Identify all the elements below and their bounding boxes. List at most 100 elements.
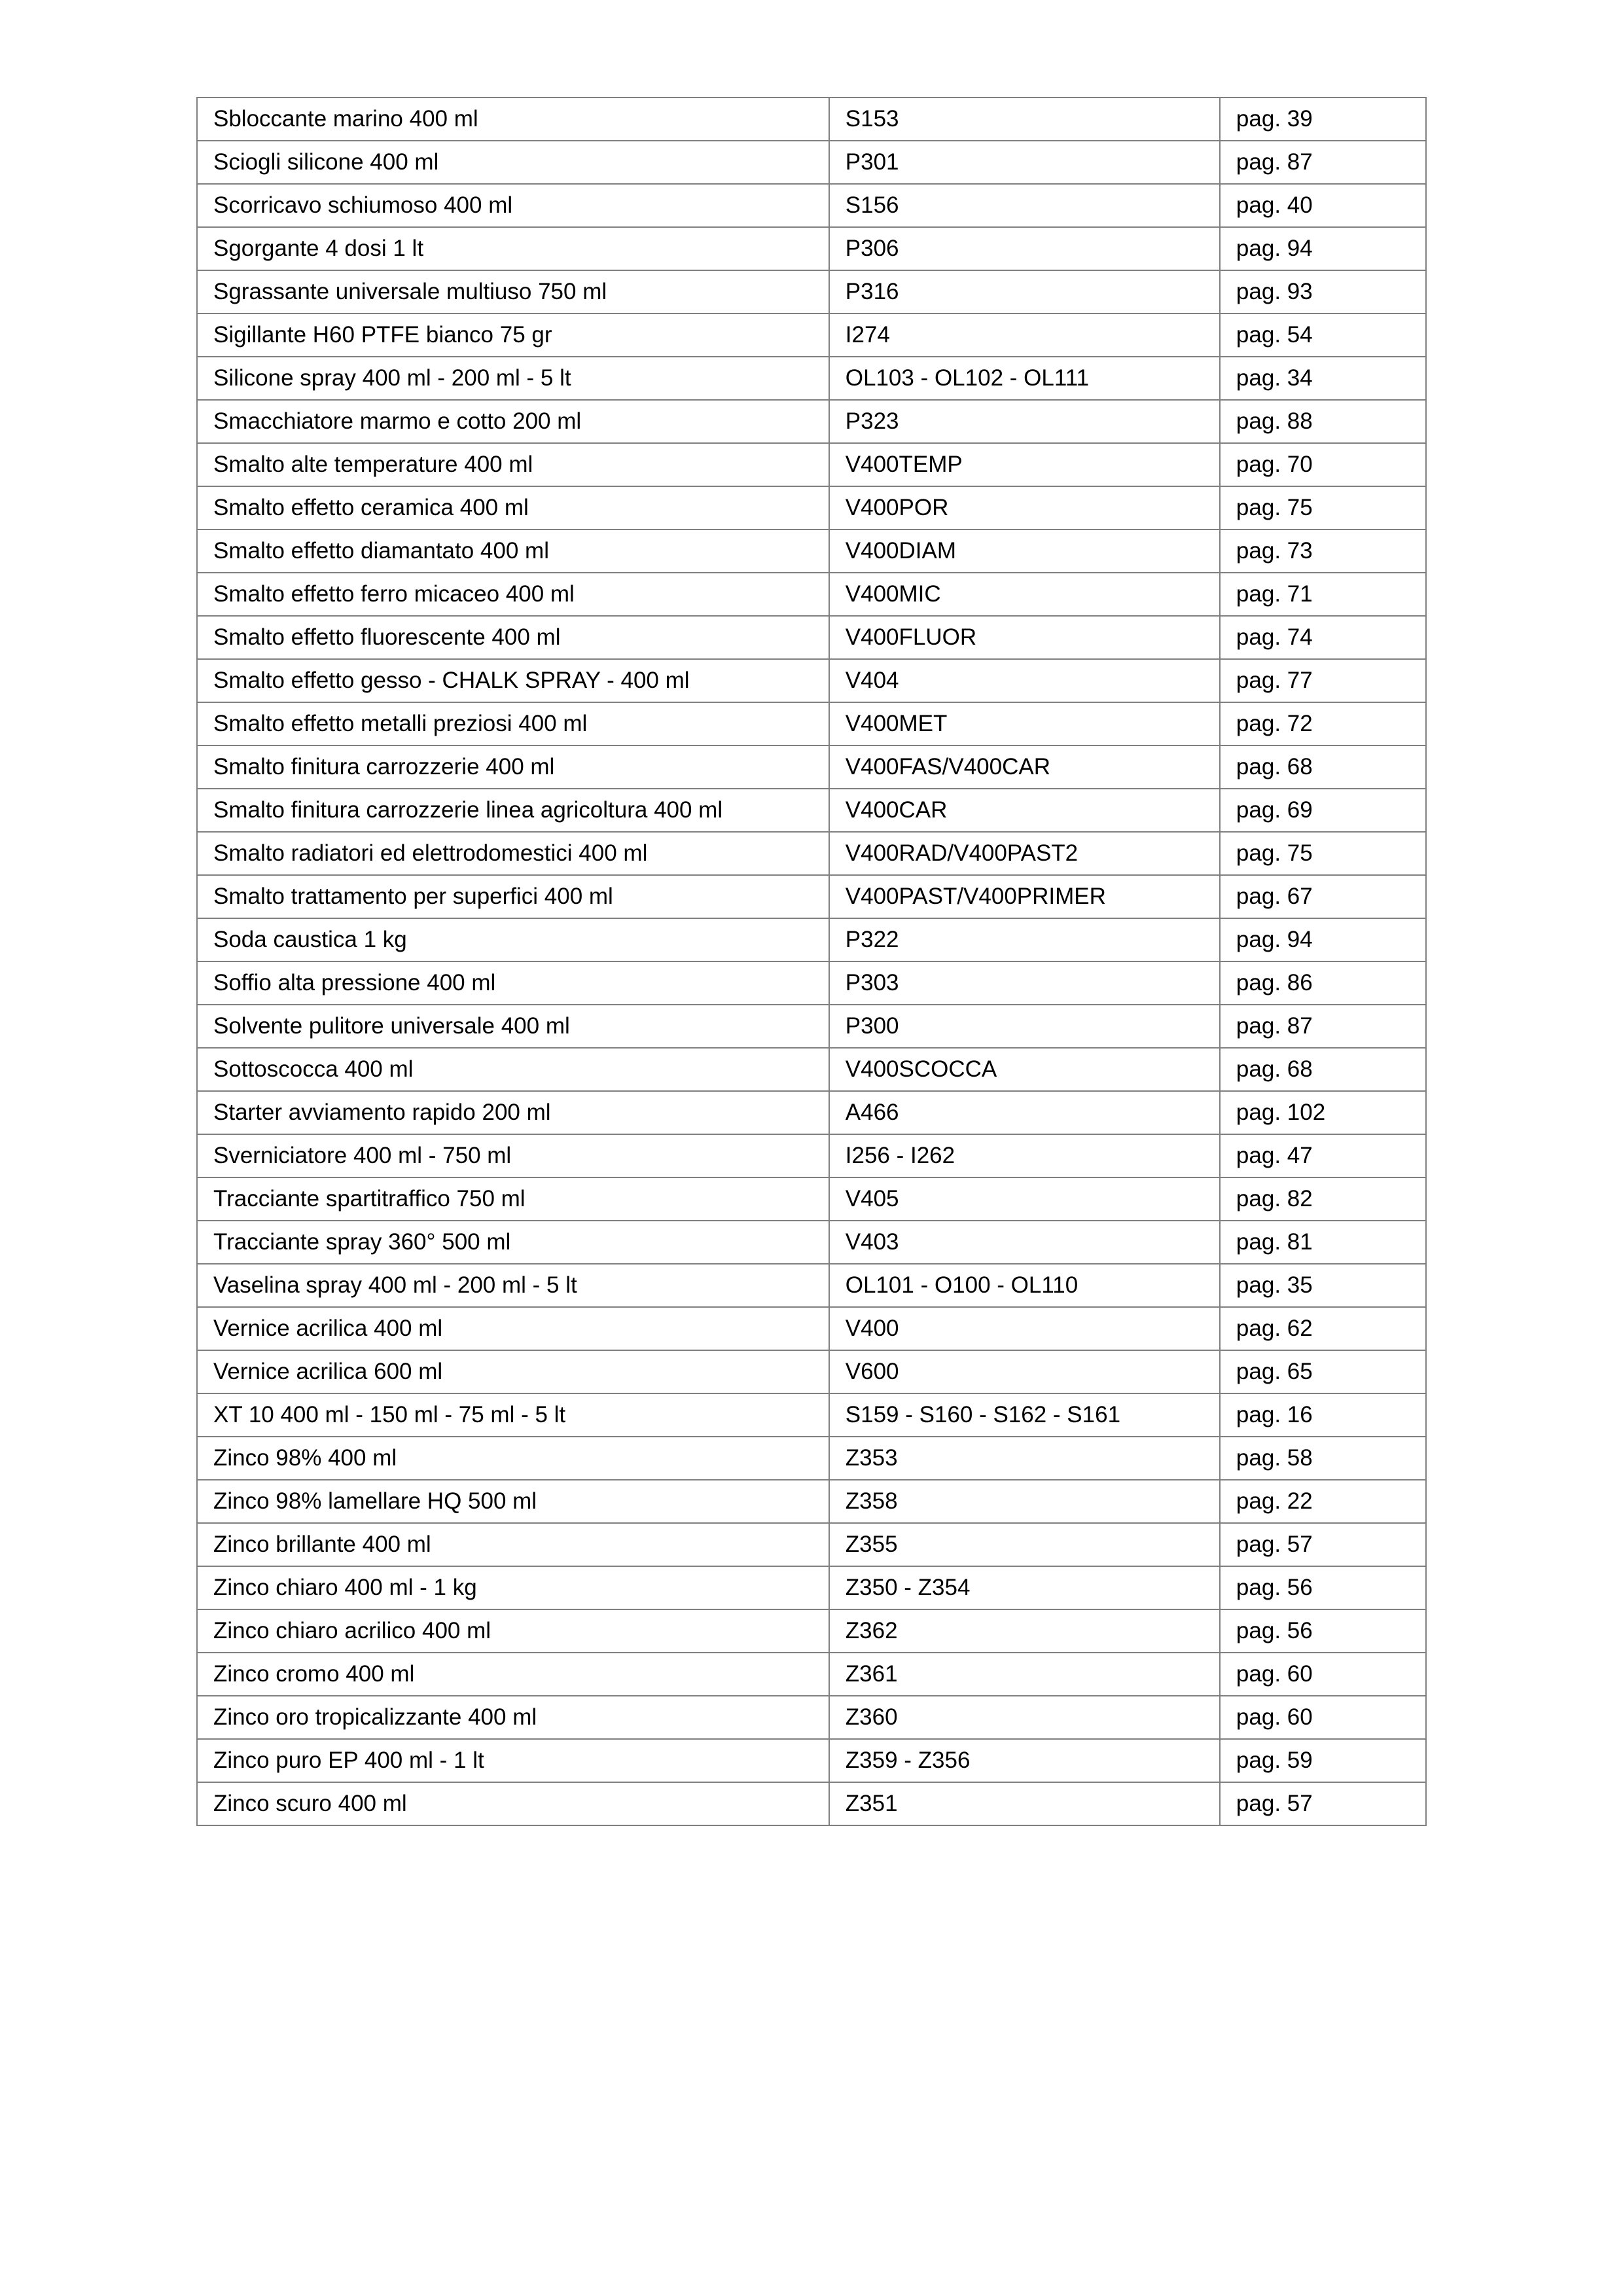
table-row: Smalto effetto diamantato 400 mlV400DIAM… [197, 529, 1426, 573]
product-name-cell: Sottoscocca 400 ml [197, 1048, 829, 1091]
product-page-cell: pag. 56 [1220, 1609, 1426, 1653]
table-row: Soda caustica 1 kgP322pag. 94 [197, 918, 1426, 961]
product-name-cell: Zinco 98% lamellare HQ 500 ml [197, 1480, 829, 1523]
product-name-cell: Smalto effetto diamantato 400 ml [197, 529, 829, 573]
product-name-cell: Zinco oro tropicalizzante 400 ml [197, 1696, 829, 1739]
product-name-cell: Sgorgante 4 dosi 1 lt [197, 227, 829, 270]
product-code-cell: Z360 [829, 1696, 1220, 1739]
product-name-cell: Solvente pulitore universale 400 ml [197, 1005, 829, 1048]
product-code-cell: I274 [829, 314, 1220, 357]
product-name-cell: Smalto effetto gesso - CHALK SPRAY - 400… [197, 659, 829, 702]
product-code-cell: P306 [829, 227, 1220, 270]
table-row: Smalto effetto ferro micaceo 400 mlV400M… [197, 573, 1426, 616]
product-name-cell: Smalto effetto fluorescente 400 ml [197, 616, 829, 659]
product-name-cell: Starter avviamento rapido 200 ml [197, 1091, 829, 1134]
product-code-cell: V403 [829, 1221, 1220, 1264]
table-row: Smalto finitura carrozzerie linea agrico… [197, 789, 1426, 832]
product-code-cell: P323 [829, 400, 1220, 443]
product-name-cell: Sciogli silicone 400 ml [197, 141, 829, 184]
table-row: Soffio alta pressione 400 mlP303pag. 86 [197, 961, 1426, 1005]
product-page-cell: pag. 81 [1220, 1221, 1426, 1264]
table-row: XT 10 400 ml - 150 ml - 75 ml - 5 ltS159… [197, 1393, 1426, 1437]
table-row: Zinco brillante 400 mlZ355pag. 57 [197, 1523, 1426, 1566]
product-name-cell: Soda caustica 1 kg [197, 918, 829, 961]
product-name-cell: Smacchiatore marmo e cotto 200 ml [197, 400, 829, 443]
table-row: Smalto alte temperature 400 mlV400TEMPpa… [197, 443, 1426, 486]
table-row: Smalto effetto ceramica 400 mlV400PORpag… [197, 486, 1426, 529]
product-code-cell: Z359 - Z356 [829, 1739, 1220, 1782]
product-code-cell: P300 [829, 1005, 1220, 1048]
table-row: Smalto radiatori ed elettrodomestici 400… [197, 832, 1426, 875]
product-code-cell: P322 [829, 918, 1220, 961]
product-page-cell: pag. 74 [1220, 616, 1426, 659]
product-index-table: Sbloccante marino 400 mlS153pag. 39Sciog… [196, 97, 1427, 1826]
product-name-cell: Vaselina spray 400 ml - 200 ml - 5 lt [197, 1264, 829, 1307]
product-code-cell: Z351 [829, 1782, 1220, 1825]
table-row: Sottoscocca 400 mlV400SCOCCApag. 68 [197, 1048, 1426, 1091]
table-row: Scorricavo schiumoso 400 mlS156pag. 40 [197, 184, 1426, 227]
product-code-cell: V400 [829, 1307, 1220, 1350]
table-row: Smalto finitura carrozzerie 400 mlV400FA… [197, 745, 1426, 789]
product-page-cell: pag. 75 [1220, 832, 1426, 875]
table-row: Solvente pulitore universale 400 mlP300p… [197, 1005, 1426, 1048]
product-code-cell: Z361 [829, 1653, 1220, 1696]
product-name-cell: Zinco chiaro acrilico 400 ml [197, 1609, 829, 1653]
product-name-cell: Smalto radiatori ed elettrodomestici 400… [197, 832, 829, 875]
product-name-cell: Smalto effetto ceramica 400 ml [197, 486, 829, 529]
product-name-cell: Sgrassante universale multiuso 750 ml [197, 270, 829, 314]
product-page-cell: pag. 60 [1220, 1653, 1426, 1696]
product-name-cell: Smalto effetto ferro micaceo 400 ml [197, 573, 829, 616]
product-page-cell: pag. 59 [1220, 1739, 1426, 1782]
table-row: Zinco puro EP 400 ml - 1 ltZ359 - Z356pa… [197, 1739, 1426, 1782]
table-row: Sbloccante marino 400 mlS153pag. 39 [197, 98, 1426, 141]
product-code-cell: OL103 - OL102 - OL111 [829, 357, 1220, 400]
product-code-cell: A466 [829, 1091, 1220, 1134]
product-name-cell: Scorricavo schiumoso 400 ml [197, 184, 829, 227]
product-page-cell: pag. 102 [1220, 1091, 1426, 1134]
product-page-cell: pag. 56 [1220, 1566, 1426, 1609]
product-page-cell: pag. 54 [1220, 314, 1426, 357]
product-page-cell: pag. 39 [1220, 98, 1426, 141]
product-code-cell: V600 [829, 1350, 1220, 1393]
table-row: Smalto effetto fluorescente 400 mlV400FL… [197, 616, 1426, 659]
product-code-cell: S153 [829, 98, 1220, 141]
product-name-cell: Soffio alta pressione 400 ml [197, 961, 829, 1005]
table-row: Sigillante H60 PTFE bianco 75 grI274pag.… [197, 314, 1426, 357]
product-index-body: Sbloccante marino 400 mlS153pag. 39Sciog… [197, 98, 1426, 1825]
table-row: Smalto trattamento per superfici 400 mlV… [197, 875, 1426, 918]
table-row: Zinco chiaro 400 ml - 1 kgZ350 - Z354pag… [197, 1566, 1426, 1609]
table-row: Vaselina spray 400 ml - 200 ml - 5 ltOL1… [197, 1264, 1426, 1307]
product-code-cell: Z355 [829, 1523, 1220, 1566]
product-page-cell: pag. 94 [1220, 918, 1426, 961]
table-row: Zinco scuro 400 mlZ351pag. 57 [197, 1782, 1426, 1825]
product-page-cell: pag. 72 [1220, 702, 1426, 745]
product-page-cell: pag. 22 [1220, 1480, 1426, 1523]
product-page-cell: pag. 93 [1220, 270, 1426, 314]
table-row: Zinco 98% lamellare HQ 500 mlZ358pag. 22 [197, 1480, 1426, 1523]
table-row: Sverniciatore 400 ml - 750 mlI256 - I262… [197, 1134, 1426, 1177]
product-name-cell: Sverniciatore 400 ml - 750 ml [197, 1134, 829, 1177]
product-name-cell: Smalto trattamento per superfici 400 ml [197, 875, 829, 918]
product-name-cell: Smalto finitura carrozzerie 400 ml [197, 745, 829, 789]
product-code-cell: V400RAD/V400PAST2 [829, 832, 1220, 875]
product-name-cell: Zinco puro EP 400 ml - 1 lt [197, 1739, 829, 1782]
product-code-cell: V400MET [829, 702, 1220, 745]
table-row: Smalto effetto gesso - CHALK SPRAY - 400… [197, 659, 1426, 702]
table-row: Smalto effetto metalli preziosi 400 mlV4… [197, 702, 1426, 745]
table-row: Tracciante spartitraffico 750 mlV405pag.… [197, 1177, 1426, 1221]
table-row: Tracciante spray 360° 500 mlV403pag. 81 [197, 1221, 1426, 1264]
product-page-cell: pag. 47 [1220, 1134, 1426, 1177]
table-row: Starter avviamento rapido 200 mlA466pag.… [197, 1091, 1426, 1134]
product-page-cell: pag. 70 [1220, 443, 1426, 486]
product-name-cell: Zinco chiaro 400 ml - 1 kg [197, 1566, 829, 1609]
product-name-cell: Silicone spray 400 ml - 200 ml - 5 lt [197, 357, 829, 400]
product-code-cell: V400SCOCCA [829, 1048, 1220, 1091]
product-page-cell: pag. 87 [1220, 141, 1426, 184]
table-row: Silicone spray 400 ml - 200 ml - 5 ltOL1… [197, 357, 1426, 400]
product-page-cell: pag. 71 [1220, 573, 1426, 616]
table-row: Zinco 98% 400 mlZ353pag. 58 [197, 1437, 1426, 1480]
product-code-cell: V400PAST/V400PRIMER [829, 875, 1220, 918]
product-page-cell: pag. 87 [1220, 1005, 1426, 1048]
product-name-cell: Zinco cromo 400 ml [197, 1653, 829, 1696]
product-name-cell: Vernice acrilica 400 ml [197, 1307, 829, 1350]
